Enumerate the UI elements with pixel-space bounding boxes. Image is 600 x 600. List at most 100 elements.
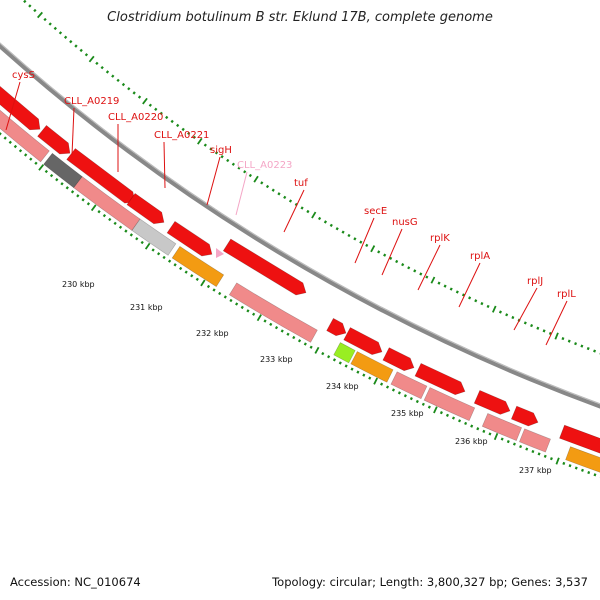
gene-label-cyss[interactable]: cysS — [12, 70, 35, 81]
minor-tick — [102, 213, 107, 218]
minor-tick — [574, 342, 578, 346]
minor-tick — [58, 31, 63, 35]
cds-arrow[interactable] — [66, 148, 136, 204]
cds-arrow[interactable] — [0, 82, 41, 131]
cds-arrow[interactable] — [222, 238, 307, 296]
minor-tick — [105, 70, 110, 74]
minor-tick — [498, 310, 502, 314]
minor-tick — [439, 411, 443, 415]
minor-tick — [449, 287, 453, 291]
gene-label-sigh[interactable]: sigH — [210, 145, 232, 156]
minor-tick — [140, 240, 144, 245]
minor-tick — [486, 304, 490, 309]
gene-label-cll_a0219[interactable]: CLL_A0219 — [64, 96, 119, 107]
minor-tick — [511, 315, 515, 320]
cds-arrow[interactable] — [37, 125, 71, 155]
minor-tick — [24, 153, 28, 157]
minor-tick — [271, 188, 275, 192]
cds-arrow[interactable] — [166, 220, 213, 257]
minor-tick — [458, 419, 462, 423]
minor-tick — [260, 181, 264, 185]
cds-arrow[interactable] — [326, 317, 347, 337]
label-leader — [235, 171, 248, 216]
minor-tick — [329, 223, 333, 227]
gene-feature[interactable] — [171, 245, 225, 288]
gene-label-cll_a0223[interactable]: CLL_A0223 — [237, 160, 292, 171]
minor-tick — [226, 158, 230, 163]
minor-tick — [464, 421, 468, 426]
major-tick — [373, 377, 379, 385]
gene-feature[interactable] — [565, 446, 600, 475]
minor-tick — [306, 209, 310, 214]
minor-tick — [135, 237, 139, 241]
minor-tick — [338, 361, 342, 365]
gene-feature[interactable] — [131, 218, 177, 256]
gene-label-cll_a0221[interactable]: CLL_A0221 — [154, 130, 209, 141]
gene-label-rplk[interactable]: rplK — [430, 233, 450, 244]
gene-feature[interactable] — [43, 152, 83, 189]
minor-tick — [542, 329, 546, 333]
cds-arrow[interactable] — [126, 192, 165, 225]
minor-tick — [190, 274, 194, 278]
minor-tick — [121, 82, 126, 87]
major-tick — [253, 175, 259, 183]
minor-tick — [8, 140, 12, 144]
minor-tick — [263, 319, 267, 323]
gene-feature[interactable] — [518, 428, 551, 453]
minor-tick — [488, 432, 492, 436]
gene-feature[interactable] — [350, 351, 394, 383]
gene-feature[interactable] — [390, 371, 428, 400]
minor-tick — [69, 40, 73, 44]
gene-feature[interactable] — [228, 282, 318, 343]
minor-tick — [543, 454, 547, 458]
gene-feature[interactable] — [0, 105, 50, 163]
minor-tick — [294, 202, 298, 207]
gene-label-sece[interactable]: secE — [364, 206, 387, 217]
kbp-label: 234 kbp — [326, 382, 359, 391]
minor-tick — [323, 220, 328, 224]
minor-tick — [303, 342, 307, 346]
minor-tick — [359, 240, 363, 244]
minor-tick — [49, 173, 54, 178]
minor-tick — [309, 345, 313, 349]
minor-tick — [421, 402, 425, 406]
gene-label-rplj[interactable]: rplJ — [527, 276, 543, 287]
gene-feature[interactable] — [423, 387, 476, 422]
minor-tick — [451, 416, 456, 420]
minor-tick — [344, 364, 348, 368]
minor-tick — [154, 107, 158, 111]
gene-feature[interactable] — [481, 413, 523, 441]
gene-label-rpll[interactable]: rplL — [557, 289, 576, 300]
gene-label-nusg[interactable]: nusG — [392, 217, 418, 228]
minor-tick — [118, 225, 123, 229]
cds-arrow[interactable] — [510, 405, 539, 427]
minor-tick — [476, 427, 480, 431]
minor-tick — [137, 95, 142, 99]
gene-label-rpla[interactable]: rplA — [470, 251, 490, 262]
cds-arrow[interactable] — [343, 327, 383, 355]
cds-arrow[interactable] — [382, 347, 415, 372]
minor-tick — [409, 397, 413, 401]
cds-arrow[interactable] — [414, 362, 466, 396]
minor-tick — [176, 123, 180, 128]
cds-arrow[interactable] — [473, 389, 511, 415]
outer-tick-ring — [0, 132, 600, 478]
minor-tick — [55, 178, 59, 182]
gene-feature[interactable] — [333, 342, 356, 364]
minor-tick — [248, 173, 252, 178]
minor-tick — [113, 221, 117, 226]
minor-tick — [519, 445, 523, 449]
minor-tick — [353, 237, 357, 241]
minor-tick — [192, 135, 196, 139]
minor-tick — [419, 272, 423, 276]
minor-tick — [562, 461, 566, 465]
gene-label-tuf[interactable]: tuf — [294, 178, 308, 189]
minor-tick — [335, 227, 339, 231]
major-tick — [311, 211, 317, 219]
major-tick — [555, 457, 560, 465]
cds-arrow[interactable] — [559, 424, 600, 454]
gene-label-cll_a0220[interactable]: CLL_A0220 — [108, 112, 163, 123]
minor-tick — [586, 347, 590, 351]
